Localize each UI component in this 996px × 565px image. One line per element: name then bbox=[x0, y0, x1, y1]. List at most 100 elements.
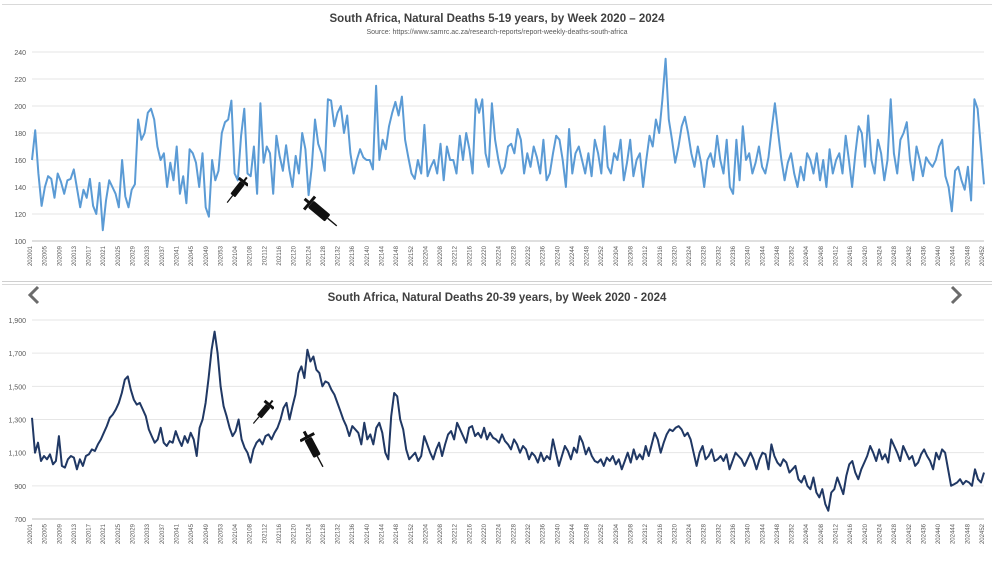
data-point bbox=[779, 465, 781, 467]
x-tick-label: 202132 bbox=[336, 523, 342, 544]
x-tick-label: 202144 bbox=[380, 523, 386, 544]
data-point bbox=[384, 452, 386, 454]
data-point bbox=[925, 156, 927, 158]
x-tick-label: 202037 bbox=[160, 523, 166, 544]
data-point bbox=[408, 458, 410, 460]
x-tick-label: 202232 bbox=[526, 245, 532, 266]
x-tick-label: 202053 bbox=[218, 523, 224, 544]
data-point bbox=[240, 135, 242, 137]
data-point bbox=[689, 438, 691, 440]
x-tick-label: 202104 bbox=[233, 523, 239, 544]
data-point bbox=[477, 432, 479, 434]
data-point bbox=[285, 402, 287, 404]
y-tick-label: 180 bbox=[14, 131, 26, 138]
data-point bbox=[645, 159, 647, 161]
data-point bbox=[519, 452, 521, 454]
data-point bbox=[607, 166, 609, 168]
data-point bbox=[64, 466, 66, 468]
data-point bbox=[276, 427, 278, 429]
data-point bbox=[819, 179, 821, 181]
x-tick-label: 202252 bbox=[599, 245, 605, 266]
data-point bbox=[357, 432, 359, 434]
data-point bbox=[115, 408, 117, 410]
data-point bbox=[591, 455, 593, 457]
data-point bbox=[131, 189, 133, 191]
data-point bbox=[246, 452, 248, 454]
x-tick-label: 202352 bbox=[790, 523, 796, 544]
x-tick-label: 202041 bbox=[174, 523, 180, 544]
data-point bbox=[98, 182, 100, 184]
data-point bbox=[142, 408, 144, 410]
data-point bbox=[108, 179, 110, 181]
data-point bbox=[821, 488, 823, 490]
data-point bbox=[713, 460, 715, 462]
data-point bbox=[219, 385, 221, 387]
data-point bbox=[710, 448, 712, 450]
data-point bbox=[698, 452, 700, 454]
data-point bbox=[926, 455, 928, 457]
x-tick-label: 202017 bbox=[87, 523, 93, 544]
data-point bbox=[465, 132, 467, 134]
carousel-next-button[interactable] bbox=[942, 280, 970, 310]
data-point bbox=[154, 442, 156, 444]
data-point bbox=[318, 372, 320, 374]
data-point bbox=[124, 379, 126, 381]
y-tick-label: 240 bbox=[14, 50, 26, 57]
data-point bbox=[426, 175, 428, 177]
data-point bbox=[272, 193, 274, 195]
data-point bbox=[468, 148, 470, 150]
x-tick-label: 202009 bbox=[57, 523, 63, 544]
data-point bbox=[60, 180, 62, 182]
data-point bbox=[273, 432, 275, 434]
data-point bbox=[58, 435, 60, 437]
x-tick-label: 202045 bbox=[189, 523, 195, 544]
data-point bbox=[225, 415, 227, 417]
x-tick-label: 202112 bbox=[262, 245, 268, 265]
carousel-prev-button[interactable] bbox=[20, 280, 48, 310]
data-point bbox=[845, 475, 847, 477]
data-point bbox=[420, 455, 422, 457]
data-point bbox=[654, 432, 656, 434]
data-point bbox=[73, 168, 75, 170]
x-tick-label: 202412 bbox=[834, 245, 840, 266]
x-tick-label: 202033 bbox=[145, 523, 151, 544]
data-point bbox=[354, 428, 356, 430]
data-point bbox=[182, 175, 184, 177]
data-point bbox=[452, 159, 454, 161]
data-point bbox=[169, 440, 171, 442]
data-point bbox=[896, 452, 898, 454]
data-point bbox=[250, 175, 252, 177]
data-point bbox=[758, 458, 760, 460]
data-point bbox=[105, 199, 107, 201]
x-tick-label: 202204 bbox=[423, 523, 429, 544]
data-point bbox=[660, 452, 662, 454]
data-point bbox=[788, 471, 790, 473]
data-point bbox=[362, 156, 364, 158]
data-point bbox=[571, 172, 573, 174]
x-tick-label: 202236 bbox=[541, 523, 547, 544]
data-point bbox=[624, 460, 626, 462]
data-point bbox=[396, 395, 398, 397]
x-tick-label: 202128 bbox=[321, 523, 327, 544]
data-point bbox=[188, 148, 190, 150]
x-tick-label: 202432 bbox=[907, 245, 913, 266]
data-point bbox=[449, 159, 451, 161]
x-tick-label: 202436 bbox=[921, 523, 927, 544]
data-point bbox=[623, 179, 625, 181]
x-tick-label: 202328 bbox=[702, 245, 708, 266]
data-point bbox=[552, 152, 554, 154]
data-point bbox=[34, 129, 36, 131]
data-point bbox=[391, 112, 393, 114]
chevron-right-icon bbox=[950, 285, 963, 305]
data-point bbox=[864, 166, 866, 168]
data-point bbox=[76, 187, 78, 189]
x-tick-label: 202440 bbox=[936, 523, 942, 544]
data-point bbox=[783, 179, 785, 181]
data-point bbox=[857, 125, 859, 127]
data-point bbox=[432, 458, 434, 460]
x-tick-label: 202037 bbox=[160, 245, 166, 266]
data-point bbox=[803, 179, 805, 181]
data-point bbox=[483, 427, 485, 429]
data-point bbox=[217, 170, 219, 172]
data-point bbox=[453, 438, 455, 440]
